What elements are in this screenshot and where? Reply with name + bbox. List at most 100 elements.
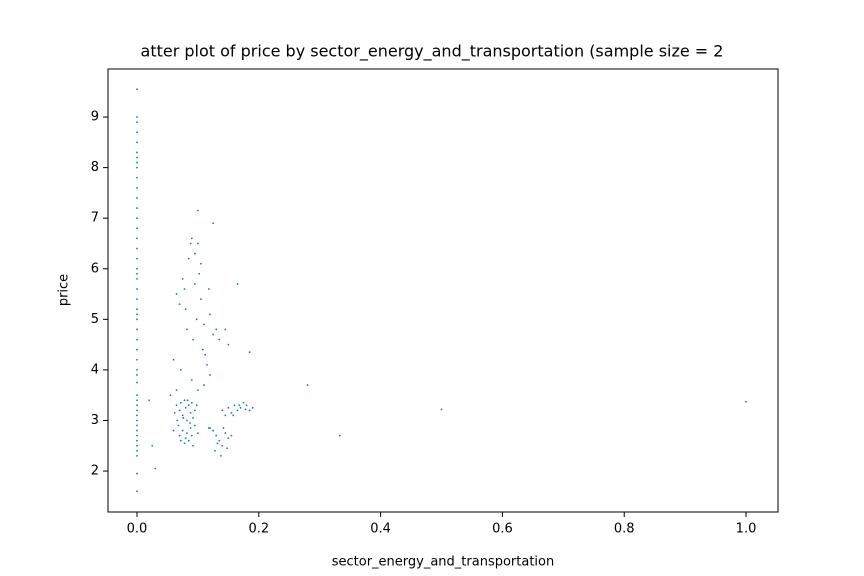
point xyxy=(214,449,216,452)
point xyxy=(190,401,193,404)
point xyxy=(244,408,247,411)
point xyxy=(136,156,138,159)
point xyxy=(196,242,199,245)
point xyxy=(186,328,188,331)
point xyxy=(216,442,219,445)
point xyxy=(200,262,202,265)
point xyxy=(136,404,138,407)
point xyxy=(236,409,239,412)
point xyxy=(181,277,184,280)
point xyxy=(136,358,138,361)
point xyxy=(136,288,138,290)
point xyxy=(136,338,138,341)
point xyxy=(200,298,202,300)
point xyxy=(238,404,241,407)
point xyxy=(136,207,138,209)
point xyxy=(136,399,138,402)
point xyxy=(183,288,186,290)
point xyxy=(242,401,245,404)
point xyxy=(224,414,227,417)
point xyxy=(239,406,242,409)
point xyxy=(209,313,211,316)
point xyxy=(175,404,178,407)
point xyxy=(186,399,189,402)
point xyxy=(136,197,138,199)
point xyxy=(338,434,341,437)
point xyxy=(178,303,181,306)
point xyxy=(212,333,215,336)
y-tick-label: 2 xyxy=(91,464,99,479)
point xyxy=(189,422,191,424)
y-tick-label: 5 xyxy=(91,312,99,327)
point xyxy=(136,439,138,442)
point xyxy=(245,404,248,407)
point xyxy=(136,237,138,240)
plot-frame xyxy=(107,68,779,513)
point xyxy=(136,328,138,331)
point xyxy=(218,439,221,442)
x-tick-label: 0.8 xyxy=(614,522,635,537)
point xyxy=(136,227,138,230)
point xyxy=(136,348,138,351)
point xyxy=(195,318,198,321)
point xyxy=(136,409,138,412)
point xyxy=(183,399,186,402)
point xyxy=(136,454,138,457)
point xyxy=(224,432,227,435)
point xyxy=(136,308,138,311)
point xyxy=(136,374,138,376)
point xyxy=(236,283,239,285)
point xyxy=(218,338,221,341)
point xyxy=(193,409,196,412)
point xyxy=(136,444,138,447)
point xyxy=(196,389,199,392)
point xyxy=(136,161,138,164)
point xyxy=(172,358,175,361)
x-axis-label: sector_energy_and_transportation xyxy=(332,555,555,570)
point xyxy=(177,424,180,427)
point xyxy=(136,257,138,260)
point xyxy=(186,432,188,435)
point xyxy=(745,400,747,403)
point xyxy=(193,283,196,285)
point xyxy=(227,343,230,346)
point xyxy=(136,131,138,134)
point xyxy=(173,411,176,414)
point xyxy=(198,272,201,275)
point xyxy=(212,222,215,225)
point xyxy=(248,409,251,412)
x-tick-label: 0.4 xyxy=(370,522,391,537)
point xyxy=(136,277,138,280)
point xyxy=(192,417,194,419)
x-tick-label: 0.6 xyxy=(492,522,513,537)
point xyxy=(184,406,187,409)
point xyxy=(136,267,138,270)
point xyxy=(176,419,179,422)
point xyxy=(189,242,192,245)
point xyxy=(136,272,138,275)
point xyxy=(222,427,225,429)
point xyxy=(193,252,196,255)
point xyxy=(206,363,208,366)
point xyxy=(227,437,230,440)
y-tick-label: 6 xyxy=(91,261,99,276)
point xyxy=(306,384,309,386)
point xyxy=(172,429,175,432)
point xyxy=(207,427,210,429)
point xyxy=(179,368,182,371)
point xyxy=(184,308,187,311)
point xyxy=(178,434,181,437)
point xyxy=(201,348,204,351)
point xyxy=(212,429,215,432)
point xyxy=(230,434,233,437)
point xyxy=(154,467,157,470)
x-tick-label: 1.0 xyxy=(736,522,757,537)
point xyxy=(136,217,138,220)
y-tick-label: 8 xyxy=(91,160,99,175)
point xyxy=(179,439,182,442)
point xyxy=(440,408,443,411)
point xyxy=(136,449,138,452)
point xyxy=(136,490,138,493)
point xyxy=(220,454,222,457)
point xyxy=(183,442,186,445)
